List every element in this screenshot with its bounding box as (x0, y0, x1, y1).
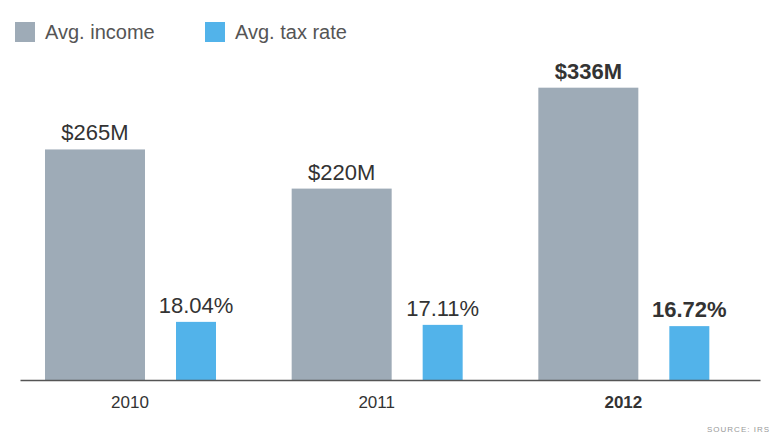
legend-swatch (15, 22, 35, 42)
tick: 2012 (604, 380, 642, 412)
baseline (21, 380, 761, 382)
legend: Avg. income Avg. tax rate (15, 21, 347, 43)
tick-label: 2012 (604, 393, 642, 412)
data-label: 16.72% (652, 297, 727, 322)
bar (292, 189, 392, 380)
chart: $265M$220M$336M18.04%17.11%16.72%2010201… (0, 0, 780, 439)
data-label: $336M (555, 59, 622, 84)
legend-label: Avg. income (45, 21, 155, 43)
data-label: $265M (61, 120, 128, 145)
data-labels: $265M $220M $336M 18.04% 17.11% 16.72% (61, 59, 726, 322)
source: SOURCE: IRS (707, 425, 770, 434)
tick: 2011 (358, 380, 395, 412)
bar (176, 322, 216, 380)
data-label: 18.04% (159, 293, 234, 318)
data-label: 17.11% (406, 296, 479, 321)
data-label: $220M (308, 160, 375, 185)
legend-swatch (205, 22, 225, 42)
bars (45, 88, 709, 380)
bar (538, 88, 638, 380)
bar (45, 149, 145, 380)
bar (423, 325, 463, 380)
tick-label: 2010 (111, 393, 149, 412)
x-axis: 2010 2011 2012 (21, 380, 761, 412)
bar (669, 326, 709, 380)
tick: 2010 (111, 380, 149, 412)
tick-label: 2011 (358, 393, 395, 412)
legend-label: Avg. tax rate (235, 21, 347, 43)
